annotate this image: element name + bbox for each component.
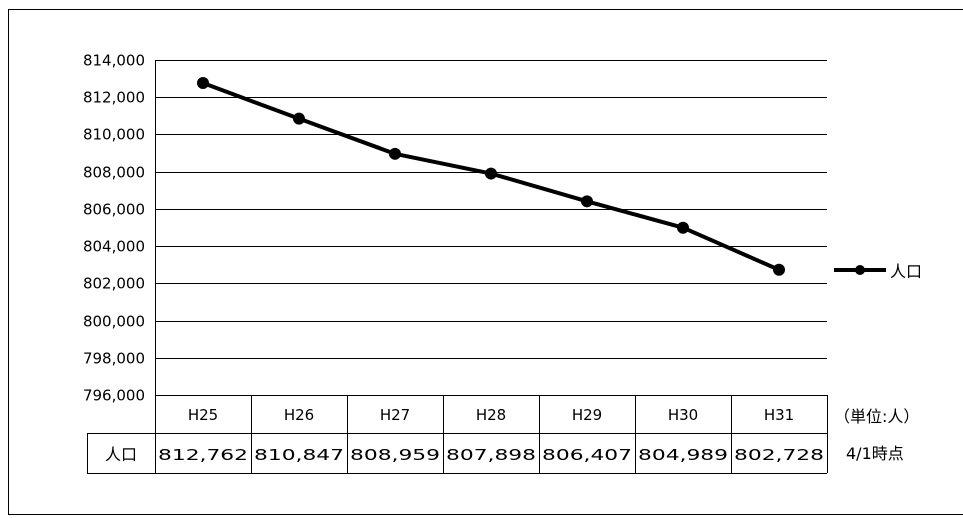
y-tick-label: 806,000 (83, 201, 145, 219)
y-axis-tick-labels: 814,000 812,000 810,000 808,000 806,000 804,0… (83, 52, 145, 405)
table-value-cell: 810,847 (254, 446, 344, 464)
table-value-cell: 812,762 (158, 446, 248, 464)
data-point (197, 77, 209, 90)
legend-marker (855, 265, 865, 275)
data-point (773, 263, 785, 276)
y-tick-label: 812,000 (83, 89, 145, 107)
data-point (293, 112, 305, 125)
table-value-cell: 804,989 (638, 446, 728, 464)
table-value-cell: 802,728 (734, 446, 824, 464)
data-point (581, 195, 593, 208)
y-tick-label: 802,000 (83, 275, 145, 293)
date-note: 4/1時点 (846, 444, 904, 463)
x-category-label: H25 (188, 406, 218, 424)
data-point (677, 221, 689, 234)
chart-border (8, 9, 963, 515)
y-tick-label: 808,000 (83, 164, 145, 182)
y-tick-label: 800,000 (83, 313, 145, 331)
x-category-label: H30 (668, 406, 698, 424)
x-category-label: H26 (284, 406, 314, 424)
x-category-label: H31 (764, 406, 794, 424)
data-point (485, 167, 497, 180)
table-value-cell: 808,959 (350, 446, 440, 464)
series-population (197, 77, 785, 276)
y-tick-label: 798,000 (83, 350, 145, 368)
x-category-label: H27 (380, 406, 410, 424)
table-value-cell: 807,898 (446, 446, 536, 464)
y-tick-label: 814,000 (83, 52, 145, 70)
y-tick-label: 796,000 (83, 387, 145, 405)
data-table: H25 H26 H27 H28 H29 H30 H31 人口 812,762 810,847 808… (87, 395, 828, 474)
table-row-label: 人口 (105, 445, 137, 464)
unit-note: （単位:人） (834, 407, 919, 426)
y-tick-label: 810,000 (83, 126, 145, 144)
legend: 人口 (834, 262, 922, 281)
table-value-cell: 806,407 (542, 446, 632, 464)
x-category-label: H28 (476, 406, 506, 424)
legend-label: 人口 (890, 262, 922, 281)
x-category-label: H29 (572, 406, 602, 424)
y-tick-label: 804,000 (83, 238, 145, 256)
data-point (389, 147, 401, 160)
